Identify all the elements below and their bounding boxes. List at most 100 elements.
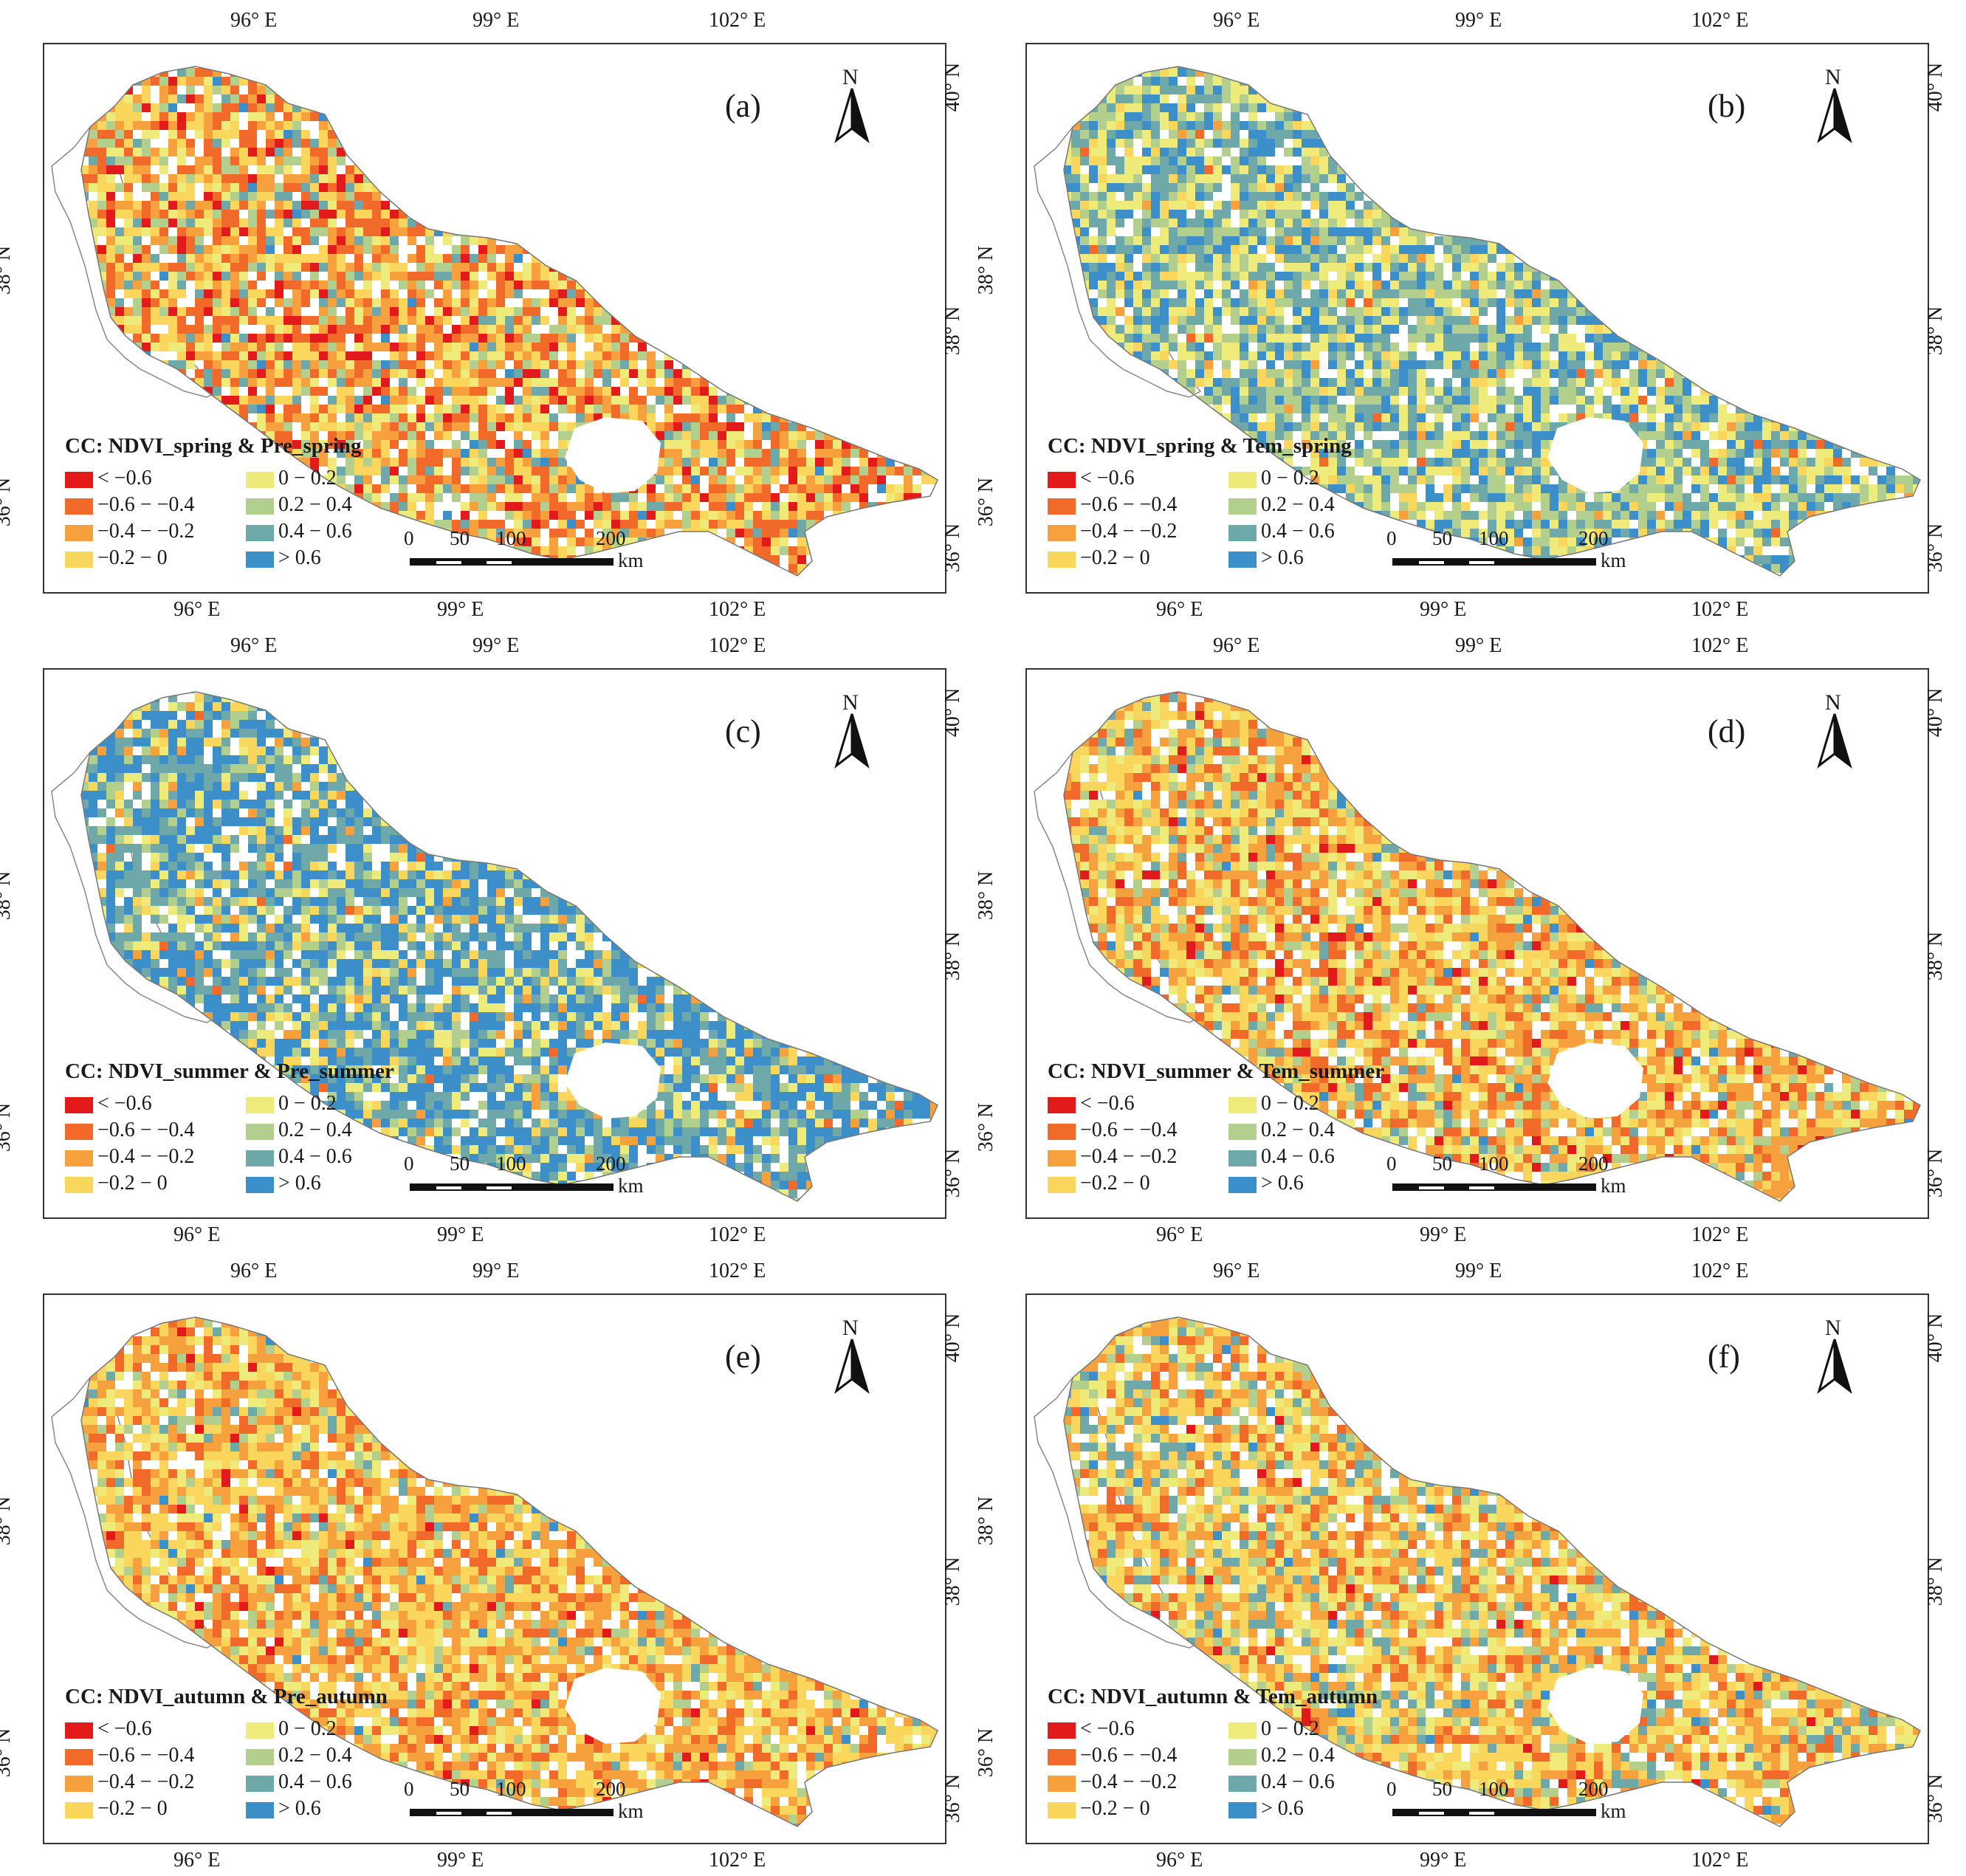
map-frame: (f) N CC: NDVI_autumn & Tem_autumn < −0.…: [1025, 1293, 1929, 1844]
legend-item: 0.4 − 0.6: [246, 1770, 352, 1796]
legend-label: −0.4 − −0.2: [97, 520, 194, 543]
north-arrow-label: N: [842, 690, 859, 715]
scale-tick: 100: [496, 1778, 526, 1801]
legend-swatch: [246, 498, 274, 515]
scale-unit: km: [1601, 549, 1626, 572]
legend-swatch: [1048, 1176, 1076, 1193]
legend-swatch: [1048, 1123, 1076, 1140]
lon-label-bottom: 96° E: [1156, 1849, 1203, 1872]
legend-swatch: [246, 1123, 274, 1140]
legend-swatch: [246, 1748, 274, 1765]
legend-label: −0.6 − −0.4: [97, 493, 194, 516]
legend-label: −0.2 − 0: [97, 1797, 168, 1820]
region-outline: [80, 66, 938, 577]
legend-swatch: [246, 471, 274, 488]
panel-label: (f): [1708, 1338, 1740, 1375]
legend-swatch: [246, 1150, 274, 1167]
scale-tick: 100: [496, 1152, 526, 1175]
lon-label-bottom: 96° E: [173, 598, 220, 622]
legend-swatch: [65, 498, 93, 515]
map-canvas: [1034, 1316, 1921, 1827]
scale-bar: 0 50 100 200 km: [1386, 527, 1626, 579]
lon-label-bottom: 102° E: [709, 1849, 766, 1872]
legend-label: 0 − 0.2: [278, 467, 337, 489]
legend-item: −0.4 − −0.2: [1048, 1145, 1177, 1170]
scale-tick: 200: [1578, 1778, 1609, 1801]
map-panel-a: 96° E 99° E 102° E (a) N CC: NDVI_spring…: [0, 0, 983, 625]
legend-item: 0.2 − 0.4: [246, 1744, 352, 1769]
legend-item: −0.4 − −0.2: [1048, 1770, 1177, 1796]
legend-label: −0.2 − 0: [1080, 546, 1150, 569]
map-panel-f: 96° E 99° E 102° E (f) N CC: NDVI_autumn…: [975, 1251, 1965, 1876]
scale-tick: 200: [1578, 1152, 1609, 1175]
legend-item: −0.6 − −0.4: [1048, 1744, 1177, 1769]
region-outline: [80, 1316, 938, 1827]
legend-label: 0.2 − 0.4: [1261, 1744, 1335, 1767]
lake-area: [565, 1668, 661, 1744]
legend-item: −0.4 − −0.2: [65, 520, 194, 545]
legend-swatch: [1048, 1722, 1076, 1739]
scale-tick: 0: [1386, 1152, 1397, 1175]
lon-label-top: 96° E: [230, 9, 277, 32]
lat-label-left: 36° N: [0, 1103, 16, 1152]
lon-label-bottom: 102° E: [709, 1223, 766, 1247]
legend-swatch: [1048, 1748, 1076, 1765]
legend-item: < −0.6: [1048, 1717, 1135, 1742]
scale-tick: 100: [1479, 527, 1509, 550]
scale-unit: km: [618, 549, 644, 572]
legend-label: −0.4 − −0.2: [97, 1770, 194, 1793]
lon-label-top: 99° E: [1455, 9, 1502, 32]
scale-tick: 50: [1432, 1152, 1452, 1175]
scale-unit: km: [618, 1175, 644, 1198]
map-canvas: [51, 66, 938, 577]
lon-label-top: 96° E: [1213, 1260, 1259, 1283]
legend-item: 0.2 − 0.4: [1228, 1119, 1335, 1144]
lon-label-bottom: 99° E: [1420, 1849, 1466, 1872]
lon-label-top: 102° E: [1691, 634, 1748, 658]
north-arrow-label: N: [1825, 1316, 1841, 1341]
legend-swatch: [1228, 1150, 1257, 1167]
legend-swatch: [1048, 524, 1076, 541]
scale-tick: 50: [1432, 527, 1452, 550]
scale-bar: 0 50 100 200 km: [404, 1778, 644, 1829]
legend-item: 0 − 0.2: [1228, 467, 1319, 492]
legend: < −0.6 −0.6 − −0.4 −0.4 − −0.2 −0.2 − 0 0 − …: [1048, 467, 1372, 579]
legend-label: −0.2 − 0: [1080, 1797, 1150, 1820]
legend-label: 0.2 − 0.4: [278, 1119, 352, 1141]
legend-swatch: [65, 1176, 93, 1193]
lat-label-right: 40° N: [941, 1313, 965, 1362]
legend-item: 0.4 − 0.6: [1228, 1145, 1335, 1170]
legend-label: 0 − 0.2: [278, 1092, 337, 1115]
legend-swatch: [1228, 471, 1257, 488]
scale-tick: 50: [1432, 1778, 1452, 1801]
legend-item: 0 − 0.2: [1228, 1717, 1319, 1742]
lon-label-top: 99° E: [472, 1260, 519, 1283]
lon-label-top: 96° E: [230, 1260, 277, 1283]
legend-title: CC: NDVI_summer & Pre_summer: [65, 1059, 394, 1084]
legend-item: 0.4 − 0.6: [1228, 520, 1335, 545]
scale-bar: 0 50 100 200 km: [1386, 1778, 1626, 1829]
legend-label: 0.4 − 0.6: [1261, 520, 1335, 543]
legend-swatch: [1048, 1150, 1076, 1167]
scale-tick: 0: [404, 1152, 414, 1175]
legend-label: 0 − 0.2: [1261, 1717, 1319, 1740]
lon-label-top: 96° E: [230, 634, 277, 658]
legend-item: < −0.6: [1048, 467, 1135, 492]
scale-bar: 0 50 100 200 km: [404, 527, 644, 579]
map-frame: (e) N CC: NDVI_autumn & Pre_autumn < −0.…: [43, 1293, 946, 1844]
lake-area: [1547, 1668, 1643, 1744]
lon-label-bottom: 96° E: [173, 1223, 220, 1247]
legend-item: 0 − 0.2: [246, 1717, 337, 1742]
legend-swatch: [1048, 551, 1076, 568]
legend-swatch: [1228, 1123, 1257, 1140]
legend-label: −0.2 − 0: [97, 546, 168, 569]
legend-item: 0 − 0.2: [1228, 1092, 1319, 1117]
scale-unit: km: [1601, 1175, 1626, 1198]
legend-label: 0.2 − 0.4: [1261, 493, 1335, 516]
north-arrow-icon: [834, 88, 870, 143]
legend-label: 0 − 0.2: [1261, 467, 1319, 489]
map-frame: (d) N CC: NDVI_summer & Tem_summer < −0.…: [1025, 668, 1929, 1219]
legend-item: > 0.6: [1228, 546, 1304, 571]
legend-swatch: [65, 1096, 93, 1113]
legend-item: < −0.6: [65, 1717, 152, 1742]
